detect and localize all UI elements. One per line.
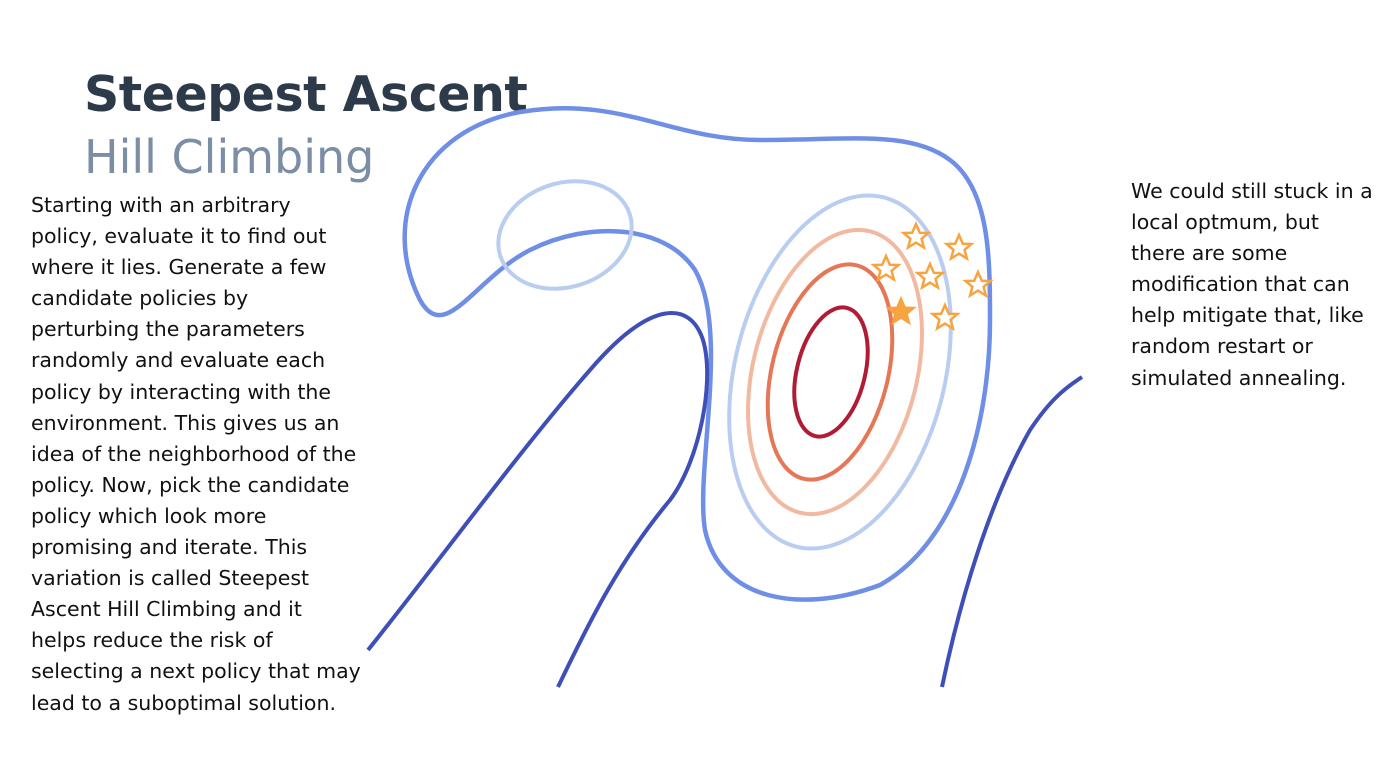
slide-title: Steepest Ascent	[84, 66, 528, 123]
contour-level-3	[765, 262, 895, 482]
local-optimum-contour	[496, 179, 634, 291]
slide-subtitle: Hill Climbing	[84, 130, 375, 184]
candidate-star-icon	[931, 303, 959, 330]
candidate-star-icon	[945, 233, 973, 260]
candidate-star-icon	[964, 270, 992, 297]
outer-contour	[402, 105, 993, 602]
valley-curve-right	[940, 375, 1084, 688]
explanation-text: Starting with an arbitrary policy, evalu…	[31, 193, 361, 715]
peak-contour	[792, 305, 870, 439]
local-optimum-note: We could still stuck in a local optmum, …	[1131, 179, 1373, 390]
contour-level-1	[727, 193, 953, 551]
contour-level-2	[746, 227, 924, 517]
candidate-star-icon	[872, 254, 900, 281]
candidate-star-icon	[916, 262, 944, 289]
valley-curve-left	[366, 310, 710, 688]
